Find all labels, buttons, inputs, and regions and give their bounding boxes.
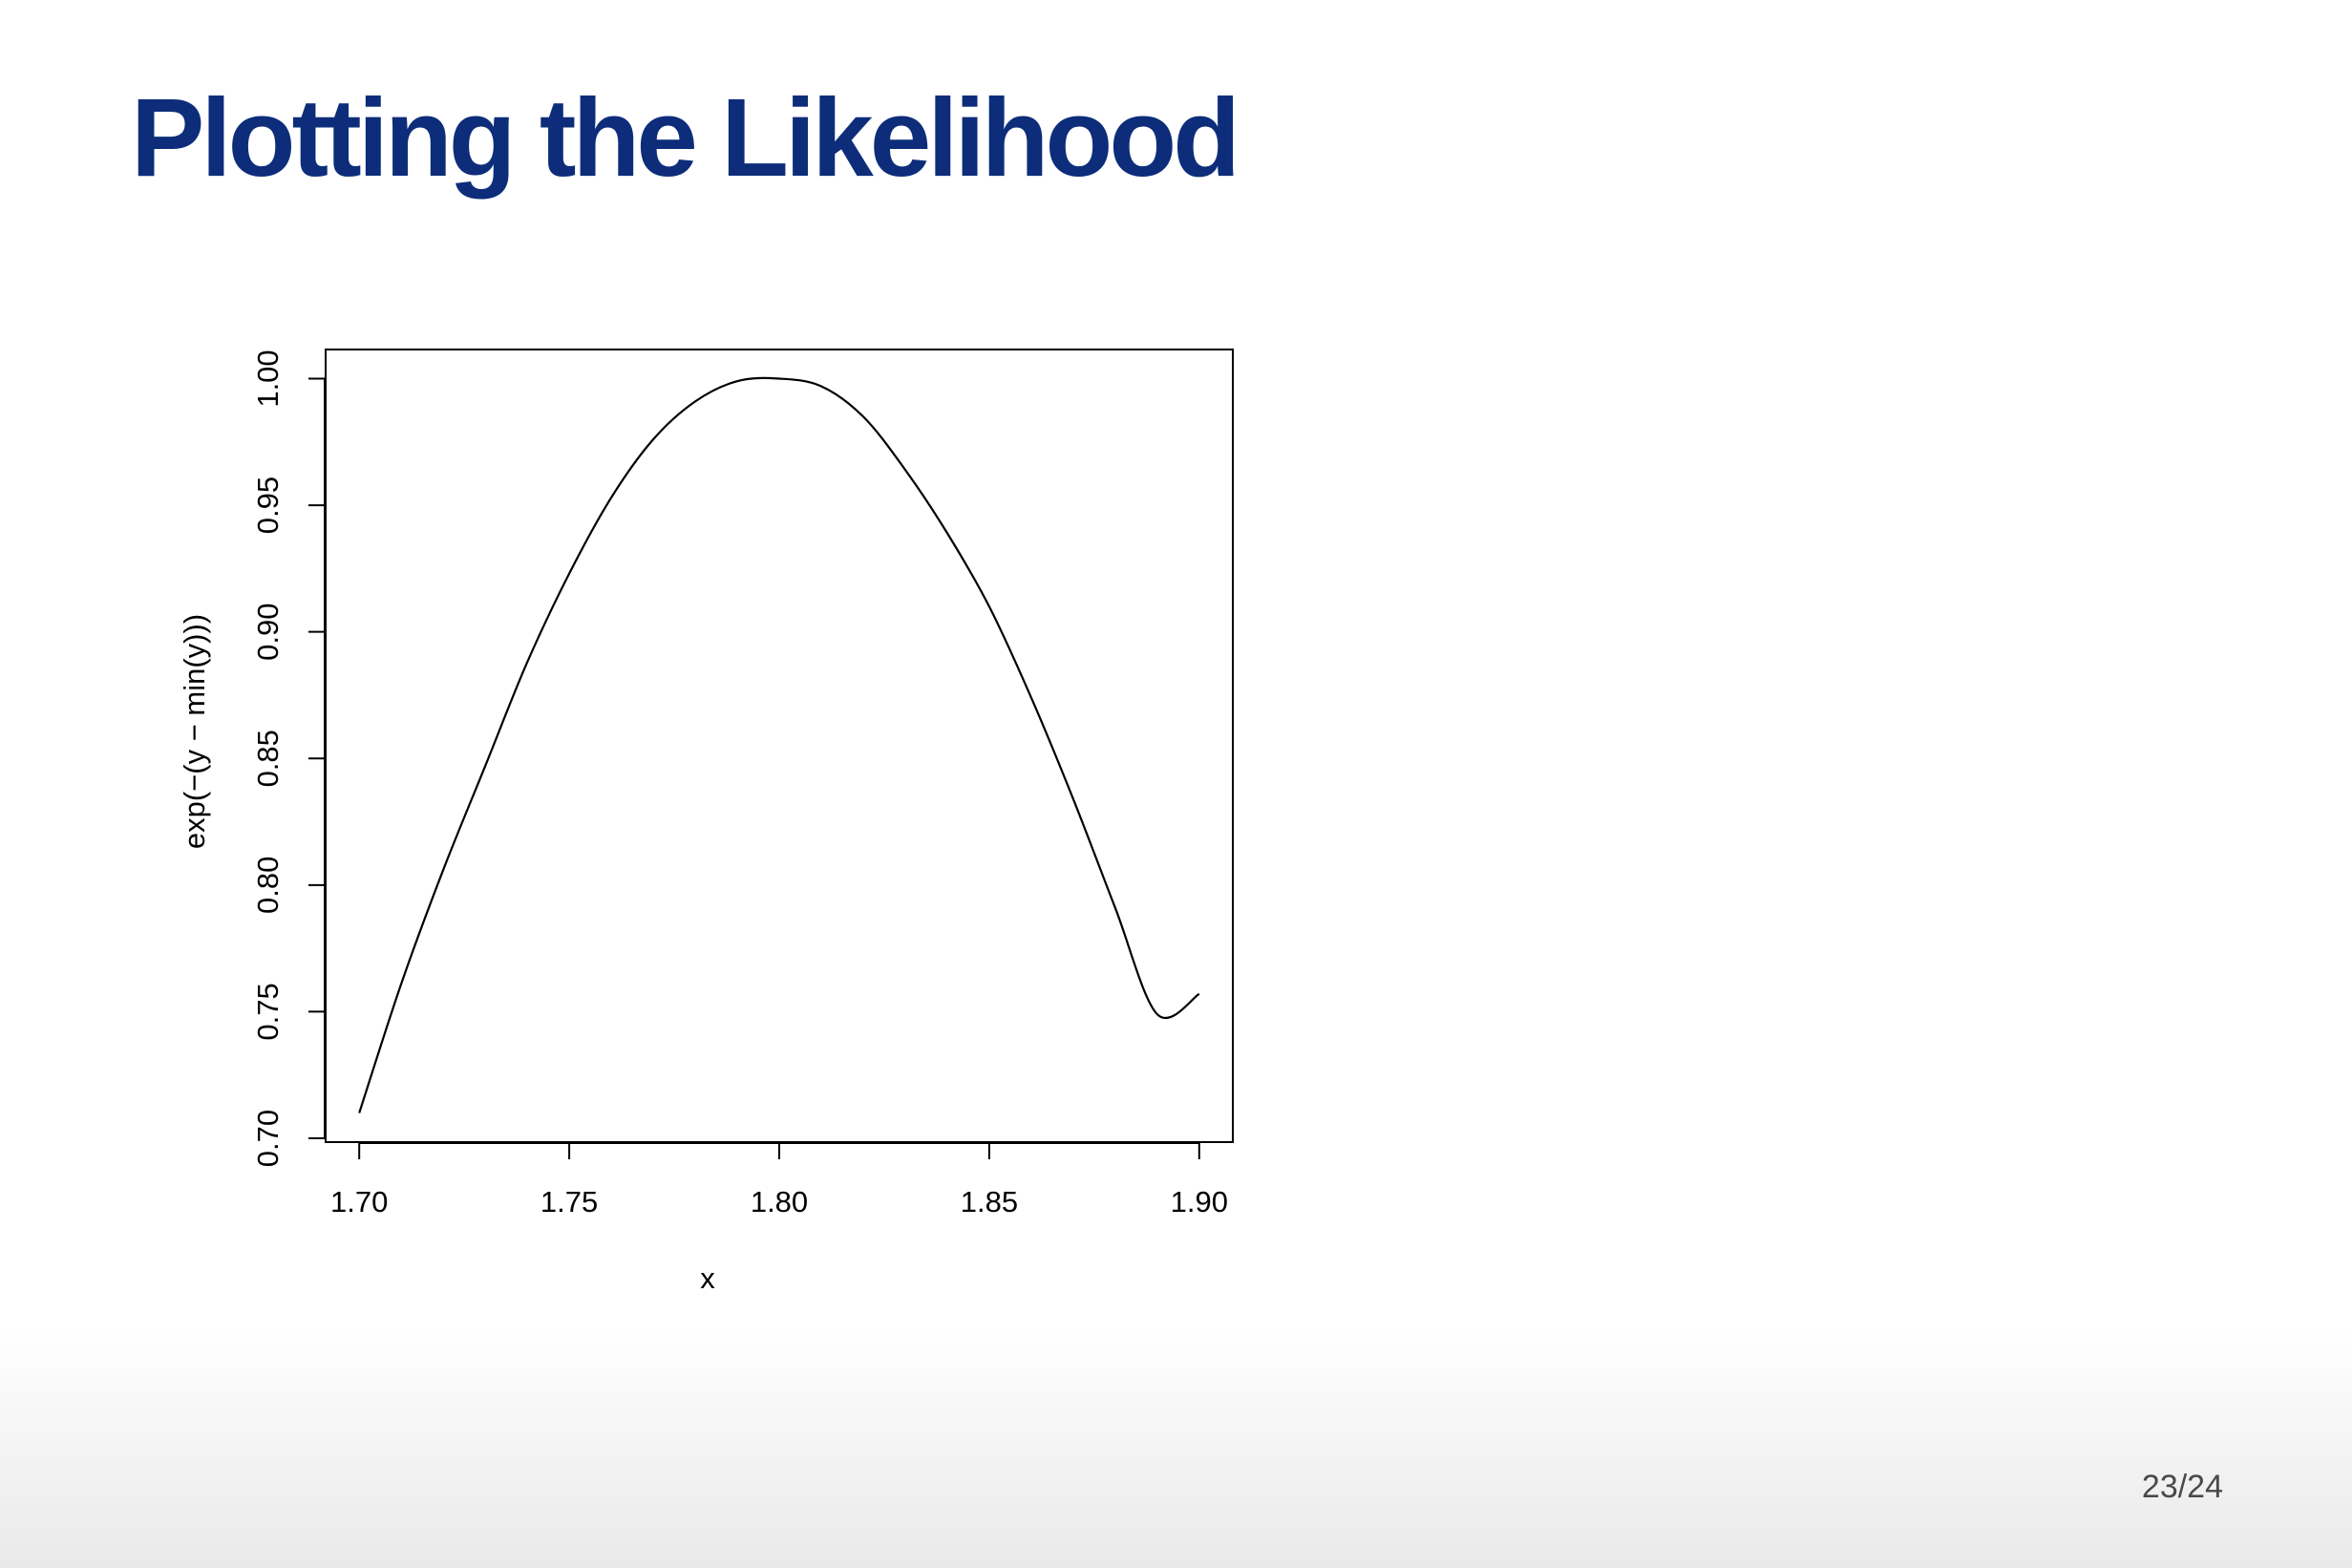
data-point: [862, 415, 864, 417]
x-tick-label: 1.80: [751, 1185, 808, 1218]
x-tick-label: 1.75: [540, 1185, 598, 1218]
y-tick-label: 0.85: [251, 730, 285, 787]
data-point: [652, 438, 654, 440]
data-point: [1156, 1013, 1158, 1015]
y-tick-label: 1.00: [251, 350, 285, 407]
data-point: [1072, 797, 1074, 799]
data-point: [358, 1112, 360, 1113]
plot-frame: [325, 349, 1234, 1143]
data-point: [526, 661, 528, 663]
page-number: 23/24: [2141, 1469, 2223, 1505]
x-tick-label: 1.90: [1171, 1185, 1228, 1218]
y-tick-label: 0.95: [251, 477, 285, 534]
data-point: [400, 983, 402, 985]
data-point: [1030, 696, 1032, 698]
x-tick-label: 1.70: [330, 1185, 388, 1218]
data-point: [1198, 993, 1200, 995]
y-tick-label: 0.90: [251, 603, 285, 660]
data-point: [1114, 907, 1116, 909]
data-point: [904, 469, 906, 471]
data-point: [946, 532, 948, 534]
y-tick-label: 0.80: [251, 857, 285, 914]
data-point: [694, 400, 696, 402]
likelihood-curve: [358, 376, 1200, 1113]
data-point: [820, 385, 822, 387]
data-point: [442, 869, 444, 871]
data-point: [778, 377, 780, 379]
data-point: [484, 765, 486, 767]
y-axis-label: exp(−(y − min(y))): [178, 614, 211, 849]
slide-title: Plotting the Likelihood: [131, 75, 1240, 200]
x-axis-label: x: [700, 1261, 715, 1295]
x-tick-label: 1.85: [961, 1185, 1018, 1218]
y-tick-label: 0.75: [251, 983, 285, 1040]
data-point: [736, 380, 738, 382]
data-point: [610, 497, 612, 498]
data-point: [988, 605, 990, 607]
y-tick-label: 0.70: [251, 1110, 285, 1167]
data-point: [568, 572, 570, 574]
